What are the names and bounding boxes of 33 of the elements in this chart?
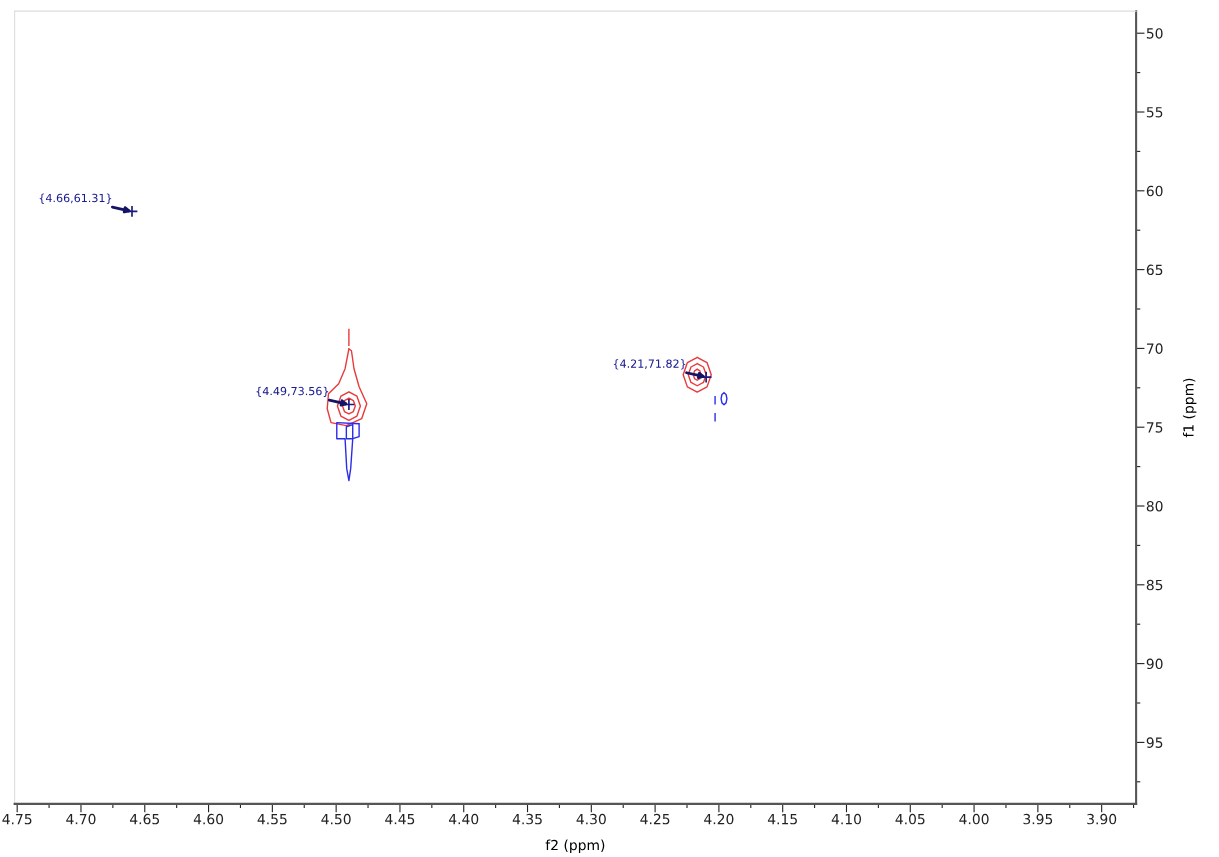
y-tick-label: 65: [1146, 264, 1163, 276]
x-tick-label: 3.90: [1087, 813, 1117, 825]
x-tick-label: 4.45: [385, 814, 415, 825]
y-axis-title: f1 (ppm): [1182, 378, 1197, 438]
x-tick-label: 4.65: [129, 813, 160, 825]
y-tick-label: 75: [1146, 422, 1163, 433]
x-tick-label: 4.40: [448, 813, 479, 825]
y-tick-label: 90: [1146, 658, 1163, 670]
y-tick-label: 70: [1146, 343, 1163, 354]
y-tick-label: 95: [1146, 737, 1163, 748]
y-tick-label: 50: [1146, 28, 1163, 39]
x-tick-label: 4.55: [257, 814, 287, 825]
annotation: {4.49,73.56}: [256, 386, 329, 397]
x-tick-label: 4.60: [193, 813, 224, 825]
x-tick-label: 4.05: [895, 813, 925, 825]
x-axis-title: f2 (ppm): [545, 839, 605, 853]
y-tick-label: 85: [1146, 579, 1163, 591]
x-tick-label: 4.70: [66, 813, 96, 825]
x-tick-label: 4.35: [512, 813, 542, 825]
y-tick-label: 55: [1146, 107, 1163, 118]
x-tick-label: 4.50: [321, 813, 351, 825]
x-tick-label: 4.20: [704, 813, 734, 825]
x-tick-label: 4.00: [959, 813, 989, 825]
x-tick-label: 4.75: [2, 814, 32, 825]
x-tick-label: 4.10: [831, 813, 862, 825]
x-tick-label: 4.30: [576, 813, 606, 825]
x-tick-label: 3.95: [1023, 813, 1053, 825]
annotation: {4.66,61.31}: [39, 193, 112, 204]
y-tick-label: 80: [1146, 500, 1163, 512]
annotation: {4.21,71.82}: [613, 359, 686, 370]
y-tick-label: 60: [1146, 185, 1163, 197]
x-tick-label: 4.25: [640, 813, 670, 825]
x-tick-label: 4.15: [767, 814, 797, 825]
